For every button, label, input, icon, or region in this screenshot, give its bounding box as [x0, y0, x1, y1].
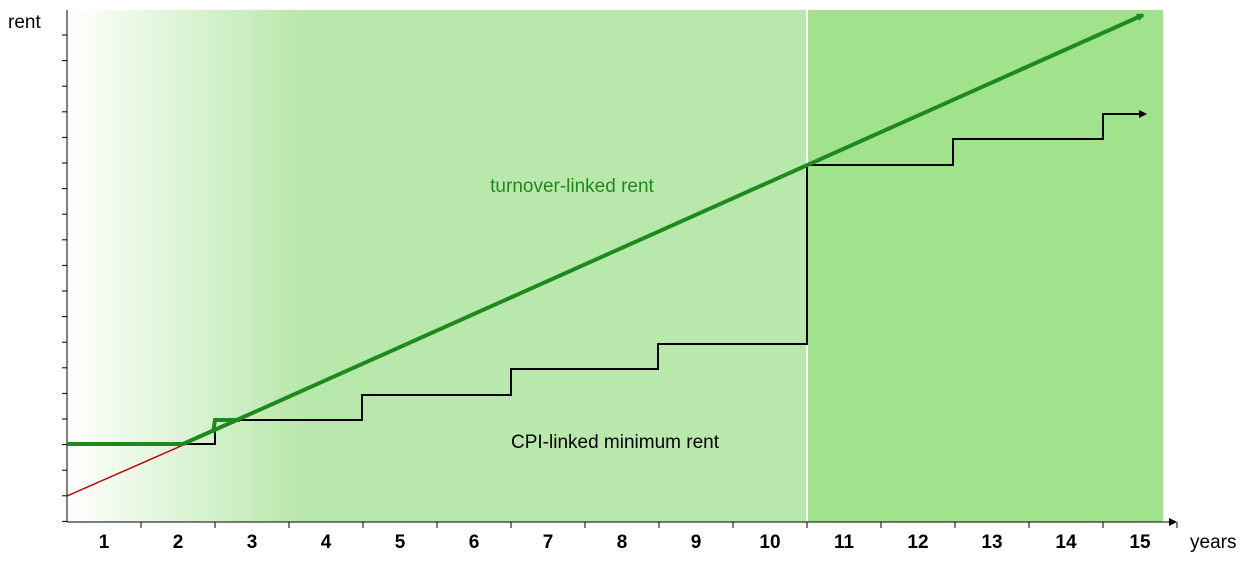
x-labels: 1 2 3 4 5 6 7 8 9 10 11 12 13 14 15 — [99, 532, 1151, 553]
x-label: 11 — [834, 532, 855, 553]
turnover-label: turnover-linked rent — [490, 176, 654, 197]
x-label: 8 — [617, 532, 628, 553]
x-label: 7 — [543, 532, 554, 553]
x-label: 3 — [247, 532, 258, 553]
x-label: 4 — [321, 532, 332, 553]
early-period — [67, 10, 807, 522]
x-label: 9 — [691, 532, 702, 553]
x-label: 5 — [395, 532, 406, 553]
cpi-rent-line — [183, 110, 1147, 445]
turnover-rent-line — [182, 13, 1145, 446]
cpi-label: CPI-linked minimum rent — [511, 432, 720, 453]
y-ticks — [62, 34, 67, 522]
y-axis-label: rent — [8, 12, 41, 33]
x-label: 13 — [981, 532, 1002, 553]
x-label: 14 — [1055, 532, 1077, 553]
x-axis-label: years — [1190, 532, 1236, 553]
x-ticks — [140, 522, 1178, 528]
x-label: 6 — [469, 532, 480, 553]
x-label: 12 — [907, 532, 928, 553]
x-label: 10 — [759, 532, 780, 553]
x-label: 15 — [1129, 532, 1151, 553]
x-label: 2 — [173, 532, 184, 553]
late-period — [807, 10, 1163, 522]
x-label: 1 — [99, 532, 110, 553]
